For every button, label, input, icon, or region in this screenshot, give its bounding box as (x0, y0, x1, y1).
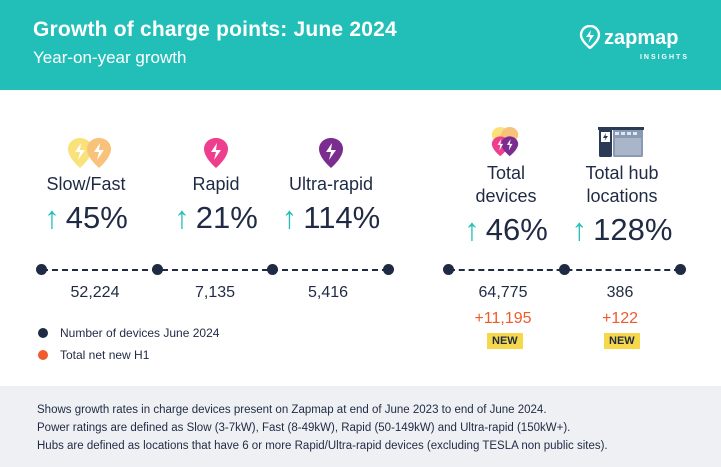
growth-value: 128% (593, 212, 673, 247)
timeline-right (443, 264, 686, 276)
stat-label-line2: devices (475, 186, 537, 206)
up-arrow-icon: ↑ (281, 200, 298, 235)
legend-net-new: Total net new H1 (38, 348, 149, 362)
stat-growth: ↑ 21% (160, 200, 272, 236)
growth-value: 46% (485, 212, 548, 247)
zapmap-logo-icon (579, 25, 601, 49)
header-banner: Growth of charge points: June 2024 Year-… (0, 0, 721, 90)
charging-hub-icon (598, 127, 644, 157)
page-title: Growth of charge points: June 2024 (33, 18, 397, 41)
brand-tag: INSIGHTS (639, 54, 689, 61)
legend-dot-navy (38, 328, 48, 338)
stat-growth: ↑ 128% (566, 212, 678, 248)
footer-notes: Shows growth rates in charge devices pre… (0, 386, 721, 467)
up-arrow-icon: ↑ (464, 212, 480, 247)
page-subtitle: Year-on-year growth (33, 48, 187, 67)
hub-count-total: 386 (606, 284, 634, 301)
stat-rapid: Rapid ↑ 21% (160, 128, 272, 243)
footer-line: Hubs are defined as locations that have … (37, 440, 608, 452)
timeline-dot (383, 264, 394, 275)
timeline-dot (675, 264, 686, 275)
timeline-dot (443, 264, 454, 275)
stat-slow-fast: Slow/Fast ↑ 45% (30, 128, 142, 243)
timeline-left (36, 264, 394, 276)
stat-growth: ↑ 46% (450, 212, 562, 248)
device-count-ultra-rapid: 5,416 (307, 284, 349, 301)
legend-dot-orange (38, 350, 48, 360)
stat-total-hubs: Total hub locations ↑ 128% (566, 122, 678, 252)
legend-devices: Number of devices June 2024 (38, 326, 219, 340)
timeline-dot (267, 264, 278, 275)
legend-label: Total net new H1 (60, 348, 150, 362)
bolt-pink-icon (204, 138, 228, 168)
bolt-pair-icon (68, 138, 111, 168)
legend-label: Number of devices June 2024 (60, 326, 220, 340)
brand-name: zapmap (604, 27, 679, 49)
bolt-purple-icon (319, 138, 343, 168)
device-count-rapid: 7,135 (194, 284, 236, 301)
bolt-stack-icon (491, 126, 519, 157)
stat-label: Ultra-rapid (288, 174, 374, 194)
timeline-dot (36, 264, 47, 275)
stat-label-line1: Total (486, 163, 526, 183)
stat-ultra-rapid: Ultra-rapid ↑ 114% (275, 128, 387, 243)
stat-label: Rapid (192, 174, 240, 194)
growth-value: 45% (65, 200, 128, 235)
growth-value: 21% (195, 200, 258, 235)
zapmap-logo: zapmap INSIGHTS (579, 25, 689, 65)
stat-total-devices: Total devices ↑ 46% (450, 122, 562, 252)
stat-label-line1: Total hub (585, 163, 659, 183)
new-badge-hubs: NEW (604, 333, 640, 349)
growth-value: 114% (303, 200, 381, 235)
new-badge-devices: NEW (487, 333, 523, 349)
timeline-dash (42, 269, 388, 271)
net-new-devices: +11,195 (474, 310, 532, 327)
stat-label-line2: locations (586, 186, 658, 206)
footer-line: Power ratings are defined as Slow (3-7kW… (37, 422, 571, 434)
net-new-hubs: +122 (601, 310, 639, 327)
device-count-total: 64,775 (478, 284, 528, 301)
stat-growth: ↑ 45% (30, 200, 142, 236)
stat-label: Slow/Fast (46, 174, 126, 194)
timeline-dot (152, 264, 163, 275)
up-arrow-icon: ↑ (44, 200, 60, 235)
stat-growth: ↑ 114% (275, 200, 387, 236)
timeline-dot (559, 264, 570, 275)
up-arrow-icon: ↑ (571, 212, 588, 247)
device-count-slow-fast: 52,224 (70, 284, 120, 301)
footer-line: Shows growth rates in charge devices pre… (37, 404, 547, 416)
up-arrow-icon: ↑ (174, 200, 190, 235)
